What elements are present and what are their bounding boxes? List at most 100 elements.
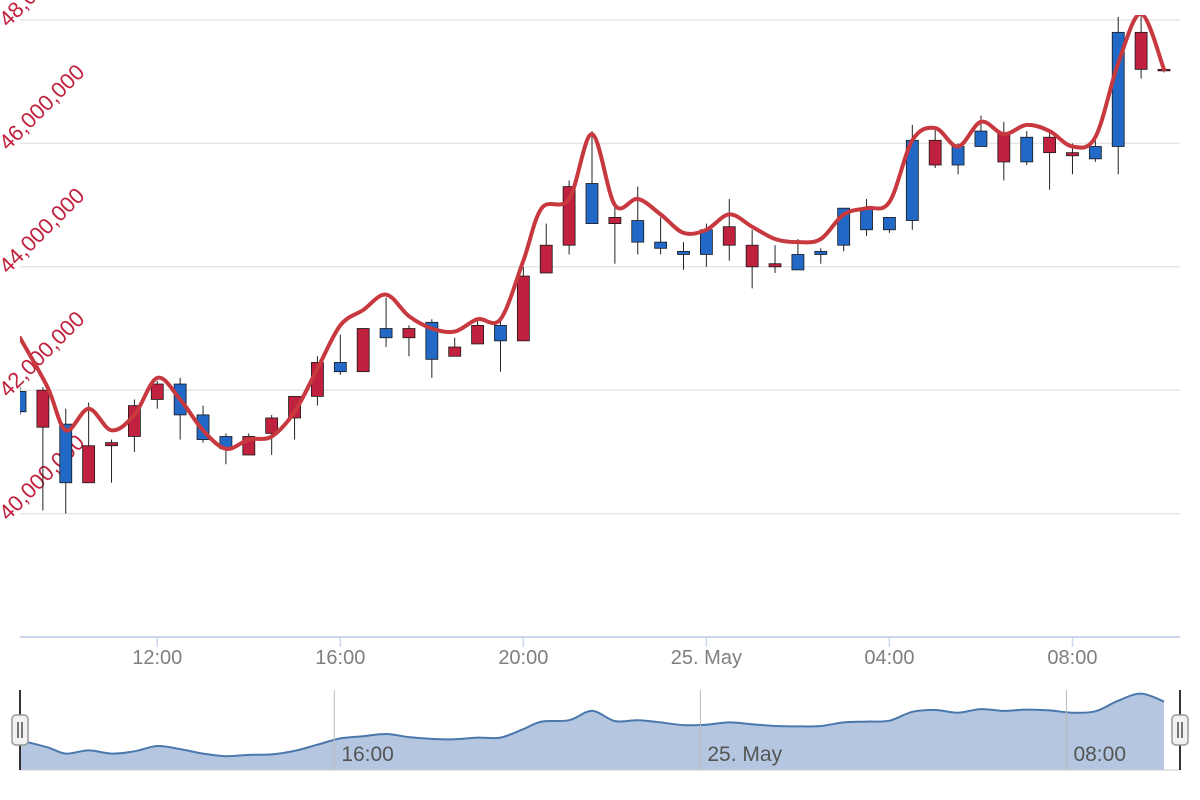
candle[interactable] [768,245,782,273]
candle-body [1088,146,1102,160]
navigator-tick-label: 25. May [707,743,782,766]
candle-body [105,442,118,447]
candle-body [608,217,622,225]
candle-body [768,263,782,268]
candle[interactable] [814,248,828,264]
candle[interactable] [59,408,73,514]
candle[interactable] [791,239,805,271]
candles[interactable] [14,11,1171,514]
candle-body [791,254,805,271]
candle-body [699,229,713,255]
candle-body [150,383,164,400]
trend-line-layer [20,15,1166,451]
navigator-tick-label: 08:00 [1073,743,1126,766]
candle-body [471,325,484,345]
candle[interactable] [1020,131,1034,165]
candle[interactable] [928,127,942,169]
candle[interactable] [997,121,1011,181]
candle-body [59,423,73,484]
candle[interactable] [677,242,690,270]
candle-body [814,250,828,255]
candle-body [402,328,416,339]
navigator-area [20,693,1164,770]
y-tick-label: 40,000,000 [0,430,89,526]
candle[interactable] [974,115,988,147]
navigator-right-handle[interactable] [1171,714,1189,746]
candle[interactable] [105,439,118,483]
candle[interactable] [14,387,27,415]
candle[interactable] [539,223,553,274]
x-tick-label: 20:00 [498,647,548,669]
navigator-left-handle[interactable] [11,714,29,746]
candle[interactable] [494,316,507,372]
trend-line [20,15,1166,451]
navigator-handle-body[interactable] [1171,714,1189,746]
candle[interactable] [631,186,645,255]
candle-body [951,146,965,166]
candle[interactable] [654,217,668,255]
candle[interactable] [173,377,187,440]
candle-body [1066,152,1079,157]
candle-body [494,325,507,342]
candle-body [1020,136,1034,163]
y-tick-label: 46,000,000 [0,59,89,155]
candle-body [36,389,50,428]
navigator-handle-body[interactable] [11,714,29,746]
candle-body [974,130,988,147]
x-tick-label: 12:00 [132,647,182,669]
candle-body [585,183,599,225]
candle[interactable] [150,380,164,409]
candle-body [448,346,462,357]
candle-body [20,391,27,413]
candle[interactable] [860,198,873,236]
candle-body [722,226,736,246]
candle[interactable] [585,131,599,225]
candle[interactable] [516,266,530,342]
grid-lines [20,19,1180,638]
candle-body [745,244,759,268]
candle-body [379,328,393,339]
candle[interactable] [1043,131,1056,190]
candle-body [1134,31,1148,70]
y-tick-label: 42,000,000 [0,306,89,402]
candle-body [516,275,530,342]
candle[interactable] [745,229,759,289]
candle-body [997,133,1011,163]
candle-body [928,139,942,166]
candle[interactable] [242,433,256,456]
candle[interactable] [1066,143,1079,175]
candle[interactable] [1134,11,1148,79]
candle[interactable] [402,325,416,357]
candle[interactable] [379,297,393,348]
candle-body [883,217,896,231]
candle[interactable] [82,402,96,484]
candle[interactable] [905,124,919,230]
candle[interactable] [333,334,347,375]
candle[interactable] [265,414,279,455]
candle[interactable] [722,198,736,261]
candle-body [631,220,645,243]
candle-body [82,445,96,484]
candle[interactable] [356,328,370,373]
x-tick-label: 16:00 [315,647,365,669]
candle-body [288,395,301,419]
candle-body [356,328,370,373]
candle-body [677,250,690,255]
candle[interactable] [951,143,965,175]
candle[interactable] [608,202,622,264]
x-tick-label: 25. May [671,647,742,669]
candle[interactable] [883,217,896,233]
x-tick-label: 04:00 [864,647,914,669]
navigator[interactable]: 16:00 25. May 08:00 [11,690,1189,771]
candle[interactable] [36,387,50,511]
navigator-line [19,692,1165,758]
candle[interactable] [1111,16,1125,175]
x-axis: 12:00 16:00 20:00 25. May 04:00 08:00 [20,636,1180,669]
candle[interactable] [448,337,462,357]
candle-body [425,321,439,360]
navigator-tick-label: 16:00 [341,743,394,766]
candle-body [654,241,668,249]
candle[interactable] [471,319,484,345]
candle-body [1043,136,1056,154]
